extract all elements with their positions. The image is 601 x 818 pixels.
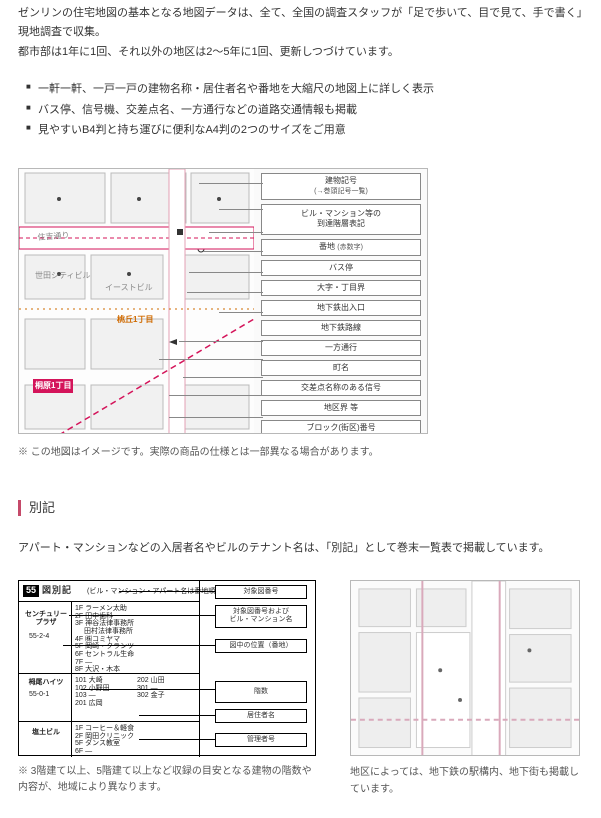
bekki-title-num: 55 <box>23 585 39 597</box>
legend-item: 交差点名称のある信号 <box>261 380 421 396</box>
map-legend: 建物記号(→巻頭記号一覧) ビル・マンション等の 到達階層表記 番地 (赤数字)… <box>261 173 421 434</box>
feature-item: 見やすいB4判と持ち運びに便利なA4判の2つのサイズをご用意 <box>26 121 593 140</box>
station-svg <box>351 581 579 755</box>
leader-line <box>219 312 263 313</box>
area-label-2: 桐原1丁目 <box>33 379 73 393</box>
leader-line <box>189 272 263 273</box>
legend-item: ビル・マンション等の 到達階層表記 <box>261 204 421 235</box>
intro-line-2: 都市部は1年に1回、それ以外の地区は2〜5年に1回、更新しつづけています。 <box>18 43 593 62</box>
bekki-right-col: 地区によっては、地下鉄の駅構内、地下街も掲載しています。 <box>350 580 580 798</box>
legend-item: 一方通行 <box>261 340 421 356</box>
map-figure: 住吉通り 世田シティビル イーストビル 桃丘1丁目 桐原1丁目 建物記号(→巻頭… <box>18 168 428 434</box>
map-note: ※ この地図はイメージです。実際の商品の仕様とは一部異なる場合があります。 <box>18 444 593 461</box>
bekki-figure: 55 図別記 (ビル・マンション・アパート名は番地順記載です) センチュリー プ… <box>18 580 316 756</box>
feature-item: 一軒一軒、一戸一戸の建物名称・居住者名や番地を大縮尺の地図上に詳しく表示 <box>26 80 593 99</box>
bekki-legend: 居住者名 <box>215 709 307 723</box>
intro-line-1: ゼンリンの住宅地図の基本となる地図データは、全て、全国の調査スタッフが「足で歩い… <box>18 4 593 41</box>
leader-line <box>179 341 263 342</box>
legend-item: バス停 <box>261 260 421 276</box>
bldg2-addr: 55-0-1 <box>29 691 49 699</box>
heading-text: 別記 <box>29 497 55 519</box>
bekki-legend: 管理者号 <box>215 733 307 747</box>
bekki-note: ※ 3階建て以上、5階建て以上など収録の目安となる建物の階数や内容が、地域により… <box>18 764 316 796</box>
bekki-intro: アパート・マンションなどの入居者名やビルのテナント名は、「別記」として巻末一覧表… <box>18 539 593 558</box>
bldg2-name: 栂尾ハイツ <box>23 679 69 687</box>
legend-item: 地下鉄出入口 <box>261 300 421 316</box>
bekki-row: 55 図別記 (ビル・マンション・アパート名は番地順記載です) センチュリー プ… <box>18 580 593 798</box>
bekki-legend: 対象図番号 <box>215 585 307 599</box>
bekki-legend: 対象図番号および ビル・マンション名 <box>215 605 307 628</box>
legend-item: 町名 <box>261 360 421 376</box>
building-label: イーストビル <box>105 281 153 295</box>
leader-line <box>187 292 263 293</box>
leader-line <box>169 395 263 396</box>
leader-line <box>183 377 263 378</box>
bekki-left-col: 55 図別記 (ビル・マンション・アパート名は番地順記載です) センチュリー プ… <box>18 580 316 796</box>
leader-line <box>209 232 263 233</box>
bekki-title-text: 図別記 <box>42 586 72 596</box>
leader-line <box>169 417 263 418</box>
legend-item: 地下鉄路線 <box>261 320 421 336</box>
bldg1-addr: 55-2-4 <box>29 633 49 641</box>
tenants2: 101 大崎102 小野田 103 —201 広岡 202 山田301 — 30… <box>75 677 195 708</box>
intro-block: ゼンリンの住宅地図の基本となる地図データは、全て、全国の調査スタッフが「足で歩い… <box>18 4 593 62</box>
legend-item: 建物記号(→巻頭記号一覧) <box>261 173 421 200</box>
legend-item: 地区界 等 <box>261 400 421 416</box>
bldg1-name: センチュリー プラザ <box>23 611 69 626</box>
road-label: 住吉通り <box>37 229 70 245</box>
station-figure <box>350 580 580 756</box>
feature-item: バス停、信号機、交差点名、一方通行などの道路交通情報も掲載 <box>26 101 593 120</box>
leader-line <box>199 183 263 184</box>
station-note: 地区によっては、地下鉄の駅構内、地下街も掲載しています。 <box>350 764 580 798</box>
area-label-1: 桃丘1丁目 <box>115 313 155 327</box>
leader-line <box>203 251 263 252</box>
leader-line <box>159 359 263 360</box>
tenants3: 1F コーヒー＆軽食2F 岡田クリニック 5F ダンス教室6F — <box>75 725 195 756</box>
bekki-legend: 図中の位置（番地） <box>215 639 307 653</box>
bldg3-name: 塩土ビル <box>23 729 69 737</box>
legend-item: 番地 (赤数字) <box>261 239 421 256</box>
bekki-title: 55 図別記 <box>23 585 72 597</box>
building-label: 世田シティビル <box>35 269 91 283</box>
legend-item: ブロック(街区)番号(→地番対照簿参照) <box>261 420 421 435</box>
section-heading: 別記 <box>18 497 593 519</box>
heading-bar-icon <box>18 500 21 516</box>
feature-list: 一軒一軒、一戸一戸の建物名称・居住者名や番地を大縮尺の地図上に詳しく表示 バス停… <box>26 80 593 140</box>
leader-line <box>219 209 263 210</box>
map-figure-wrap: 住吉通り 世田シティビル イーストビル 桃丘1丁目 桐原1丁目 建物記号(→巻頭… <box>18 168 593 461</box>
legend-item: 大字・丁目界 <box>261 280 421 296</box>
